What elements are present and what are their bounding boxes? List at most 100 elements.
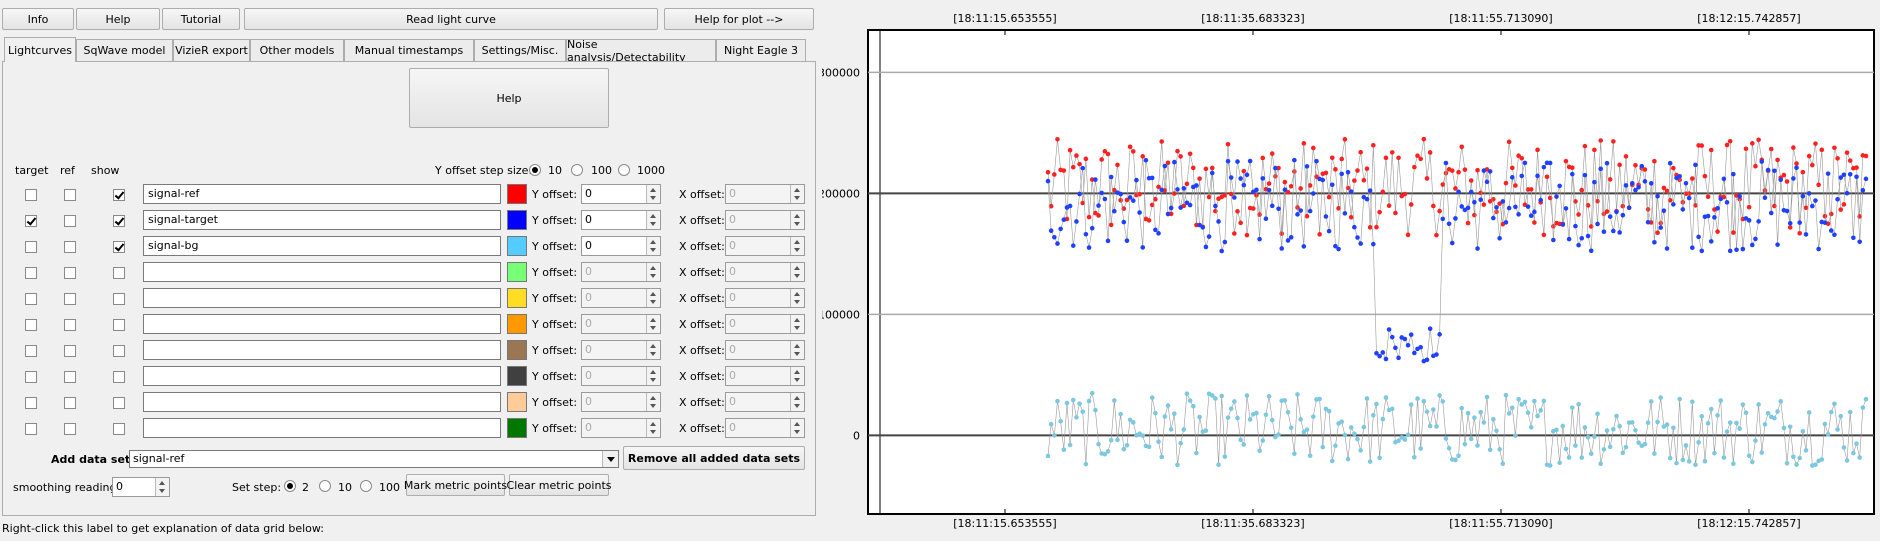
tab-other-models[interactable]: Other models: [250, 39, 344, 61]
tab-manual-timestamps[interactable]: Manual timestamps: [344, 39, 474, 61]
stepper-arrows-icon[interactable]: [155, 478, 169, 496]
ref-checkbox[interactable]: [64, 423, 76, 435]
set-step-radio-2[interactable]: [284, 480, 296, 492]
ref-checkbox[interactable]: [64, 241, 76, 253]
panel-help-button[interactable]: Help: [409, 68, 609, 128]
read-light-curve-button[interactable]: Read light curve: [244, 8, 658, 30]
x-offset-stepper[interactable]: 0: [725, 262, 805, 282]
stepper-arrows-icon[interactable]: [790, 419, 804, 437]
tab-vizier-export[interactable]: VizieR export: [173, 39, 250, 61]
x-offset-stepper[interactable]: 0: [725, 314, 805, 334]
color-swatch[interactable]: [507, 366, 527, 386]
show-checkbox[interactable]: [113, 345, 125, 357]
color-swatch[interactable]: [507, 288, 527, 308]
y-offset-stepper[interactable]: 0: [581, 418, 661, 438]
stepper-arrows-icon[interactable]: [646, 367, 660, 385]
stepper-arrows-icon[interactable]: [646, 393, 660, 411]
add-data-set-select[interactable]: signal-ref: [129, 450, 619, 468]
stepper-arrows-icon[interactable]: [790, 315, 804, 333]
x-offset-stepper[interactable]: 0: [725, 210, 805, 230]
x-offset-stepper[interactable]: 0: [725, 340, 805, 360]
help-for-plot-button[interactable]: Help for plot -->: [664, 8, 814, 30]
color-swatch[interactable]: [507, 210, 527, 230]
stepper-arrows-icon[interactable]: [790, 211, 804, 229]
tab-settings-misc[interactable]: Settings/Misc.: [474, 39, 566, 61]
light-curve-plot[interactable]: 300000 200000 100000 0 [18:11:15.653555] [18:…: [818, 0, 1880, 538]
tutorial-button[interactable]: Tutorial: [162, 8, 240, 30]
stepper-arrows-icon[interactable]: [646, 211, 660, 229]
target-checkbox[interactable]: [25, 189, 37, 201]
ref-checkbox[interactable]: [64, 345, 76, 357]
ref-checkbox[interactable]: [64, 293, 76, 305]
target-checkbox[interactable]: [25, 397, 37, 409]
y-offset-stepper[interactable]: 0: [581, 184, 661, 204]
data-set-name-field[interactable]: [143, 340, 501, 360]
y-step-radio-1000[interactable]: [618, 164, 630, 176]
stepper-arrows-icon[interactable]: [646, 185, 660, 203]
y-step-radio-100[interactable]: [571, 164, 583, 176]
x-offset-stepper[interactable]: 0: [725, 184, 805, 204]
stepper-arrows-icon[interactable]: [646, 289, 660, 307]
stepper-arrows-icon[interactable]: [790, 185, 804, 203]
color-swatch[interactable]: [507, 340, 527, 360]
show-checkbox[interactable]: [113, 293, 125, 305]
plot-svg[interactable]: 300000 200000 100000 0 [18:11:15.653555] [18:…: [818, 0, 1880, 538]
chevron-down-icon[interactable]: [602, 451, 618, 467]
data-grid-hint-label[interactable]: Right-click this label to get explanatio…: [2, 522, 324, 535]
color-swatch[interactable]: [507, 184, 527, 204]
stepper-arrows-icon[interactable]: [646, 237, 660, 255]
show-checkbox[interactable]: [113, 189, 125, 201]
target-checkbox[interactable]: [25, 345, 37, 357]
y-offset-stepper[interactable]: 0: [581, 236, 661, 256]
target-checkbox[interactable]: [25, 215, 37, 227]
tab-sqwave-model[interactable]: SqWave model: [76, 39, 173, 61]
target-checkbox[interactable]: [25, 293, 37, 305]
set-step-radio-10[interactable]: [319, 480, 331, 492]
show-checkbox[interactable]: [113, 397, 125, 409]
target-checkbox[interactable]: [25, 241, 37, 253]
y-offset-stepper[interactable]: 0: [581, 340, 661, 360]
clear-metric-points-button[interactable]: Clear metric points: [507, 474, 611, 496]
target-checkbox[interactable]: [25, 319, 37, 331]
y-step-radio-10[interactable]: [529, 164, 541, 176]
y-offset-stepper[interactable]: 0: [581, 262, 661, 282]
stepper-arrows-icon[interactable]: [646, 419, 660, 437]
tab-night-eagle-3[interactable]: Night Eagle 3: [716, 39, 806, 61]
show-checkbox[interactable]: [113, 241, 125, 253]
stepper-arrows-icon[interactable]: [790, 393, 804, 411]
stepper-arrows-icon[interactable]: [790, 237, 804, 255]
ref-checkbox[interactable]: [64, 215, 76, 227]
color-swatch[interactable]: [507, 262, 527, 282]
target-checkbox[interactable]: [25, 423, 37, 435]
data-set-name-field[interactable]: [143, 288, 501, 308]
tab-lightcurves[interactable]: Lightcurves: [4, 37, 76, 62]
data-set-name-field[interactable]: signal-bg: [143, 236, 501, 256]
color-swatch[interactable]: [507, 236, 527, 256]
stepper-arrows-icon[interactable]: [790, 263, 804, 281]
show-checkbox[interactable]: [113, 371, 125, 383]
data-set-name-field[interactable]: signal-target: [143, 210, 501, 230]
ref-checkbox[interactable]: [64, 267, 76, 279]
show-checkbox[interactable]: [113, 423, 125, 435]
color-swatch[interactable]: [507, 418, 527, 438]
color-swatch[interactable]: [507, 392, 527, 412]
info-button[interactable]: Info: [2, 8, 74, 30]
stepper-arrows-icon[interactable]: [646, 341, 660, 359]
stepper-arrows-icon[interactable]: [790, 341, 804, 359]
set-step-radio-100[interactable]: [360, 480, 372, 492]
y-offset-stepper[interactable]: 0: [581, 392, 661, 412]
target-checkbox[interactable]: [25, 267, 37, 279]
ref-checkbox[interactable]: [64, 397, 76, 409]
stepper-arrows-icon[interactable]: [790, 367, 804, 385]
data-set-name-field[interactable]: [143, 314, 501, 334]
show-checkbox[interactable]: [113, 319, 125, 331]
stepper-arrows-icon[interactable]: [646, 315, 660, 333]
x-offset-stepper[interactable]: 0: [725, 418, 805, 438]
data-set-name-field[interactable]: [143, 418, 501, 438]
x-offset-stepper[interactable]: 0: [725, 366, 805, 386]
show-checkbox[interactable]: [113, 215, 125, 227]
y-offset-stepper[interactable]: 0: [581, 210, 661, 230]
y-offset-stepper[interactable]: 0: [581, 366, 661, 386]
color-swatch[interactable]: [507, 314, 527, 334]
ref-checkbox[interactable]: [64, 319, 76, 331]
